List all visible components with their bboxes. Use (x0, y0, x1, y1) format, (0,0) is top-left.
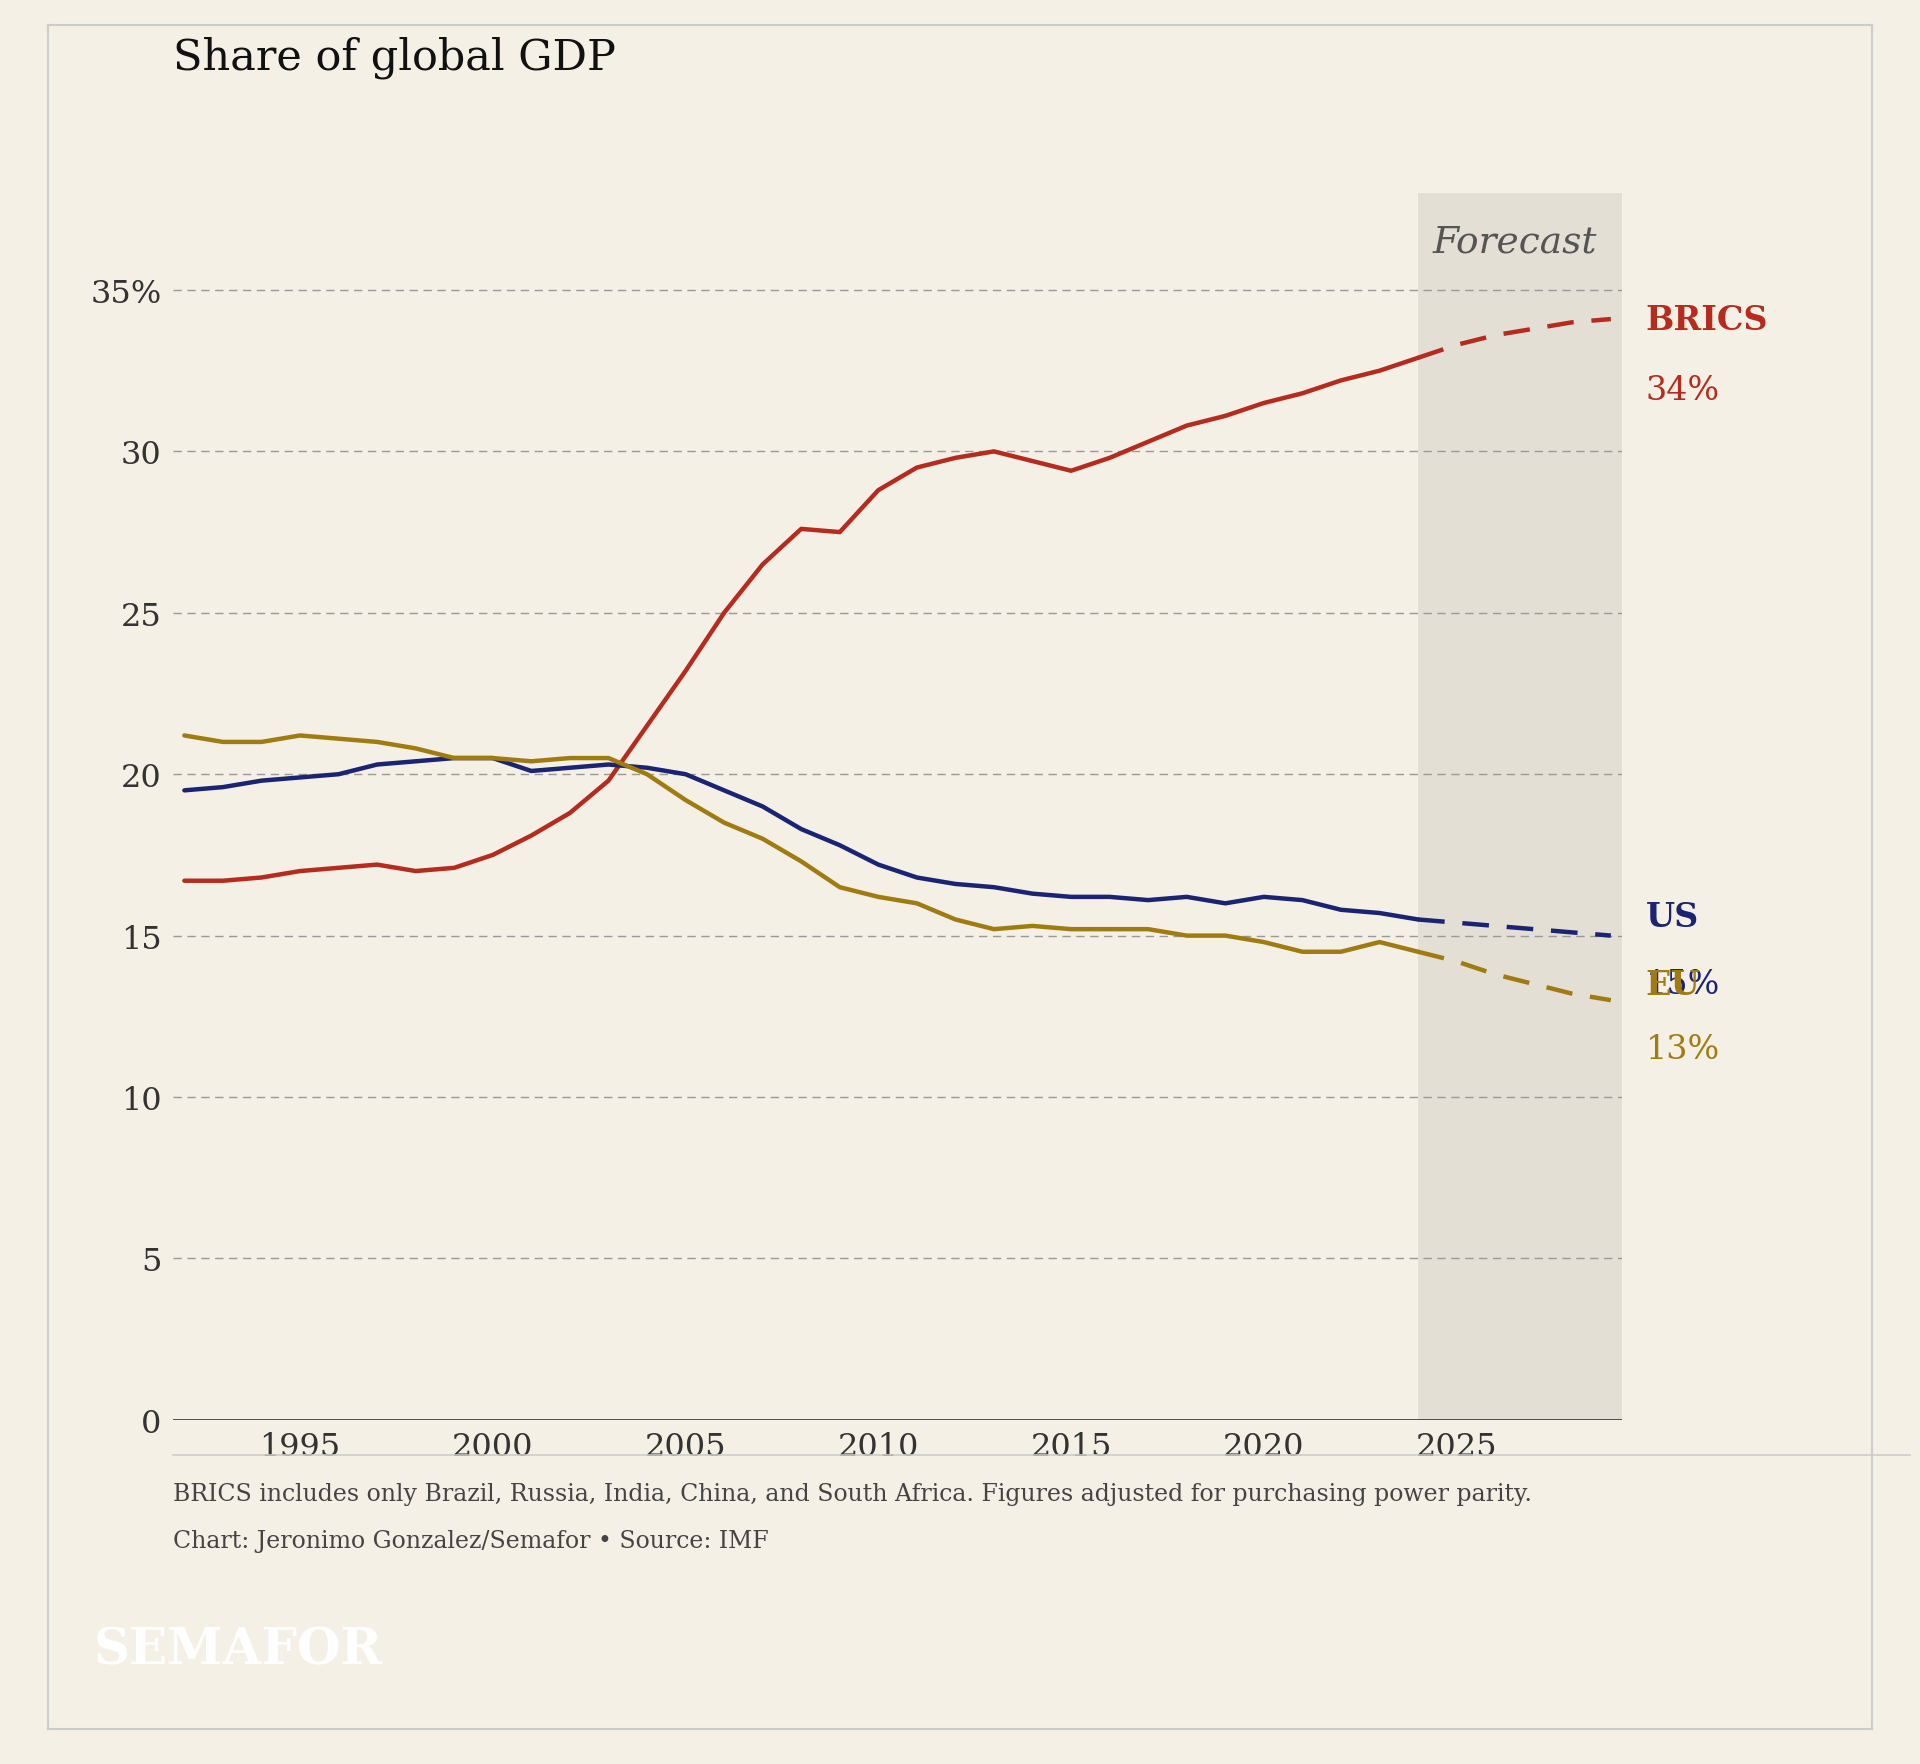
Text: 13%: 13% (1645, 1034, 1720, 1065)
Text: BRICS: BRICS (1645, 303, 1768, 337)
Text: Share of global GDP: Share of global GDP (173, 37, 616, 79)
Text: SEMAFOR: SEMAFOR (94, 1626, 382, 1674)
Text: BRICS includes only Brazil, Russia, India, China, and South Africa. Figures adju: BRICS includes only Brazil, Russia, Indi… (173, 1482, 1532, 1505)
Text: Chart: Jeronimo Gonzalez/Semafor • Source: IMF: Chart: Jeronimo Gonzalez/Semafor • Sourc… (173, 1529, 768, 1552)
Text: 15%: 15% (1645, 968, 1720, 1000)
Text: EU: EU (1645, 968, 1699, 1000)
Text: Forecast: Forecast (1432, 224, 1597, 261)
Bar (1419, 194, 1630, 1420)
Text: 34%: 34% (1645, 376, 1720, 407)
Text: US: US (1645, 900, 1699, 933)
